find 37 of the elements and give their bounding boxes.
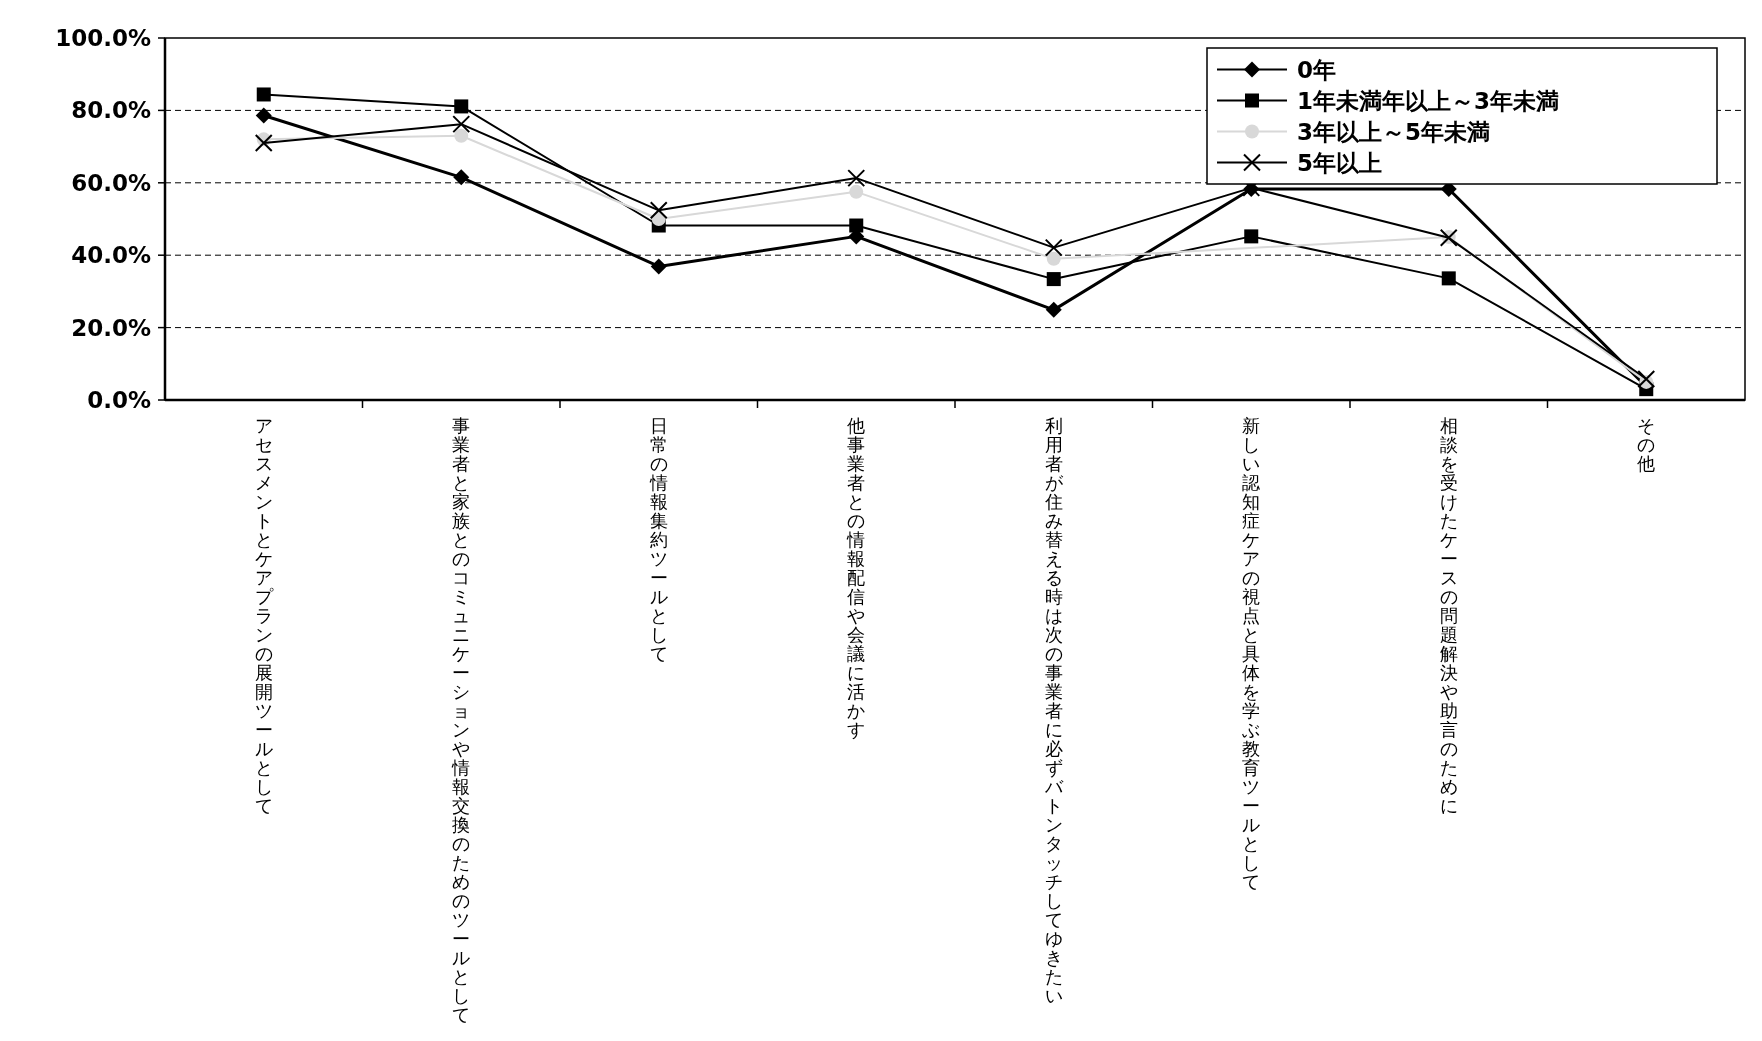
point bbox=[1044, 238, 1063, 257]
category-label: 他事業者との情報配信や会議に活かす bbox=[847, 415, 866, 740]
legend-label: 5年以上 bbox=[1297, 149, 1383, 176]
point bbox=[454, 128, 469, 143]
category-label: 日常の情報集約ツールとして bbox=[649, 415, 668, 664]
point bbox=[254, 133, 273, 152]
x-tick-label: その他 bbox=[1637, 415, 1656, 474]
point bbox=[1637, 370, 1656, 388]
category-label: アセスメントとケアプランの展開ツールとして bbox=[254, 415, 273, 816]
point bbox=[453, 169, 470, 186]
point bbox=[649, 201, 668, 220]
point bbox=[1244, 229, 1259, 244]
category-label: 事業者と家族とのコミュニケーションや情報交換のためのツールとして bbox=[452, 415, 471, 1025]
y-tick-label: 100.0% bbox=[55, 25, 151, 51]
y-tick-label: 40.0% bbox=[71, 242, 151, 269]
point bbox=[454, 99, 469, 114]
legend-label: 0年 bbox=[1297, 56, 1337, 83]
point bbox=[849, 184, 864, 199]
point bbox=[1046, 251, 1061, 266]
category-label: 新しい認知症ケアの視点と具体を学ぶ教育ツールとして bbox=[1242, 415, 1261, 892]
category-label: 相談を受けたケースの問題解決や助言のために bbox=[1439, 415, 1458, 816]
category-label: 利用者が住み替える時は次の事業者に必ずバトンタッチしてゆきたい bbox=[1044, 415, 1063, 1006]
legend-label: 1年未満年以上～3年未満 bbox=[1297, 87, 1560, 114]
point bbox=[255, 107, 272, 124]
y-tick-label: 80.0% bbox=[71, 97, 151, 124]
point bbox=[1045, 301, 1062, 318]
point bbox=[847, 169, 866, 188]
point bbox=[849, 218, 864, 233]
point bbox=[256, 87, 271, 102]
y-tick-label: 0.0% bbox=[87, 387, 151, 413]
point bbox=[1046, 272, 1061, 287]
point bbox=[650, 258, 667, 275]
y-tick-label: 60.0% bbox=[71, 169, 151, 196]
point bbox=[1441, 271, 1456, 286]
legend-label: 3年以上～5年未満 bbox=[1297, 118, 1491, 145]
point bbox=[452, 115, 471, 134]
y-tick-label: 20.0% bbox=[71, 314, 151, 341]
